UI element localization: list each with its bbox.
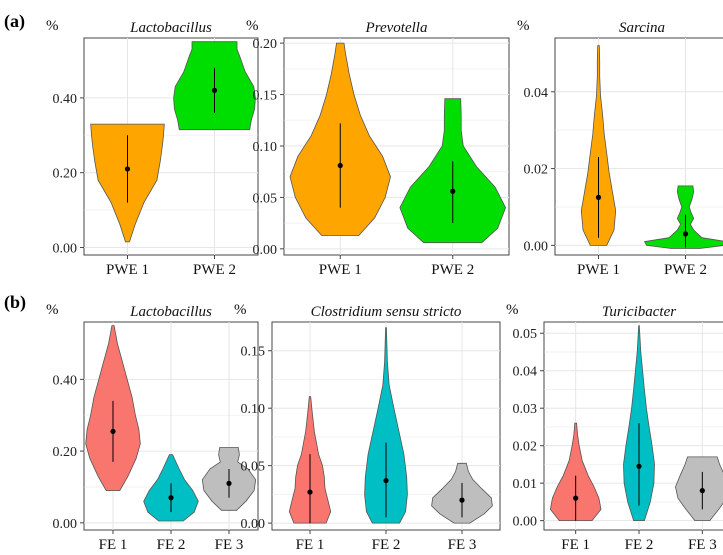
mean-point <box>307 489 313 495</box>
mean-point <box>168 495 174 501</box>
chart-title: Lactobacillus <box>129 304 212 320</box>
y-tick-label: 0.05 <box>241 460 266 475</box>
violin-fe-3 <box>675 456 723 521</box>
plot-area <box>554 37 723 256</box>
y-unit-label: % <box>46 18 59 34</box>
violin-fe-2 <box>364 327 408 524</box>
mean-point <box>337 162 343 169</box>
mean-point <box>699 488 705 494</box>
violin-pwe-2 <box>643 185 723 249</box>
x-category-label: FE 2 <box>372 537 401 553</box>
x-category-label: FE 1 <box>561 537 590 553</box>
y-tick-label: 0.00 <box>524 239 549 254</box>
x-category-label: FE 2 <box>625 537 654 553</box>
y-tick-label: 0.20 <box>253 37 278 52</box>
y-tick-label: 0.02 <box>524 163 549 178</box>
violin-chart-6: 0.00 0.01 0.02 0.03 0.04 0.05 FE 1 FE 2 FE 3 Turi… <box>506 302 723 553</box>
y-unit-label: % <box>234 302 247 318</box>
mean-point <box>211 87 218 93</box>
y-tick-label: 0.40 <box>53 373 78 388</box>
panel-label-a: (a) <box>4 11 25 32</box>
y-unit-label: % <box>506 302 519 318</box>
y-tick-label: 0.00 <box>241 517 266 532</box>
y-unit-label: % <box>46 302 59 318</box>
x-category-label: FE 2 <box>157 537 186 553</box>
y-unit-label: % <box>517 18 530 34</box>
chart-title: Prevotella <box>365 20 428 36</box>
y-tick-label: 0.00 <box>53 517 78 532</box>
chart-title: Clostridium sensu stricto <box>311 304 462 320</box>
violin-chart-4: 0.00 0.20 0.40 FE 1 FE 2 FE 3 Lactobacillus% <box>46 302 259 553</box>
mean-point <box>383 477 389 484</box>
x-category-label: FE 3 <box>688 537 717 553</box>
y-tick-label: 0.03 <box>513 402 538 417</box>
mean-point <box>124 166 131 172</box>
x-category-label: FE 3 <box>448 537 477 553</box>
violin-chart-3: 0.00 0.02 0.04 PWE 1 PWE 2 Sarcina% <box>517 18 723 278</box>
y-tick-label: 0.20 <box>53 167 78 182</box>
violin-fe-1 <box>549 422 602 521</box>
y-tick-label: 0.15 <box>241 345 266 360</box>
violin-pwe-1 <box>580 45 617 246</box>
x-category-label: PWE 1 <box>319 262 362 278</box>
y-tick-label: 0.04 <box>513 365 538 380</box>
chart-title: Lactobacillus <box>129 20 212 36</box>
x-category-label: PWE 2 <box>193 262 236 278</box>
mean-point <box>110 428 116 434</box>
chart-title: Sarcina <box>619 20 665 36</box>
y-tick-label: 0.00 <box>513 515 538 530</box>
y-tick-label: 0.01 <box>513 477 538 492</box>
x-category-label: PWE 2 <box>431 262 474 278</box>
y-tick-label: 0.15 <box>253 89 278 104</box>
y-tick-label: 0.10 <box>241 402 266 417</box>
y-tick-label: 0.00 <box>253 243 278 258</box>
mean-point <box>682 231 689 237</box>
mean-point <box>573 495 579 501</box>
y-tick-label: 0.00 <box>53 242 78 257</box>
x-category-label: PWE 1 <box>577 262 620 278</box>
x-category-label: FE 1 <box>99 537 128 553</box>
x-category-label: FE 1 <box>296 537 325 553</box>
y-tick-label: 0.02 <box>513 440 538 455</box>
mean-point <box>226 480 232 486</box>
x-category-label: FE 3 <box>215 537 244 553</box>
x-category-label: PWE 1 <box>106 262 149 278</box>
violin-fe-2 <box>623 325 655 521</box>
mean-point <box>459 497 465 503</box>
x-category-label: PWE 2 <box>664 262 707 278</box>
y-unit-label: % <box>246 18 259 34</box>
y-tick-label: 0.04 <box>524 86 549 101</box>
violin-chart-1: 0.00 0.20 0.40 PWE 1 PWE 2 Lactobacillus% <box>46 18 259 278</box>
chart-title: Turicibacter <box>602 304 676 320</box>
panel-label-b: (b) <box>4 292 26 313</box>
y-tick-label: 0.40 <box>53 92 78 107</box>
y-tick-label: 0.05 <box>253 191 278 206</box>
violin-chart-2: 0.00 0.05 0.10 0.15 0.20 PWE 1 PWE 2 Prevotella… <box>246 18 510 278</box>
mean-point <box>636 463 642 469</box>
y-tick-label: 0.20 <box>53 445 78 460</box>
violin-chart-5: 0.00 0.05 0.10 0.15 FE 1 FE 2 FE 3 Clostridium … <box>234 302 501 553</box>
y-tick-label: 0.05 <box>513 327 538 342</box>
mean-point <box>595 194 602 200</box>
y-tick-label: 0.10 <box>253 140 278 155</box>
mean-point <box>450 188 456 194</box>
